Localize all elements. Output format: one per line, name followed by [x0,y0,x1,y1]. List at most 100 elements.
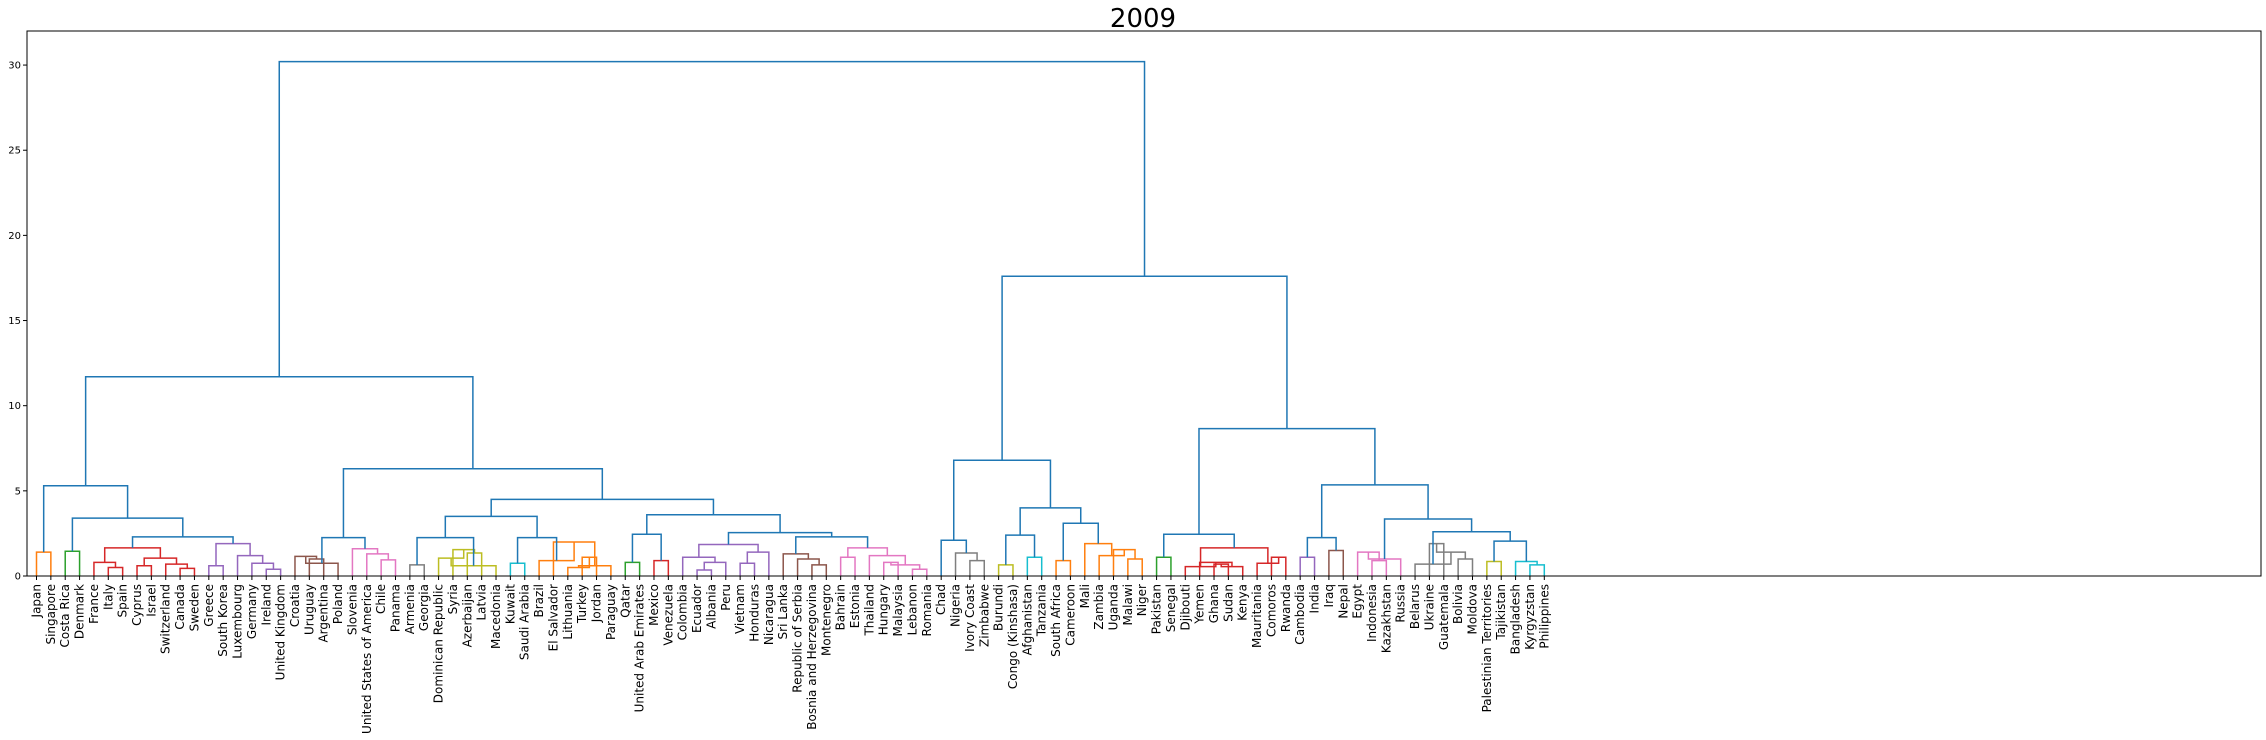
leaf-label: Lebanon [905,584,919,635]
leaf-label: Luxembourg [231,584,245,659]
dendrogram-link [215,542,251,566]
leaf-label: Nigeria [949,584,963,627]
leaf-label: Nicaragua [762,584,776,645]
dendrogram-link [107,566,124,576]
leaf-label: Zambia [1092,584,1106,630]
leaf-label: Vietnam [733,584,747,634]
y-tick-label: 25 [8,146,21,157]
dendrogram-link [1320,484,1429,538]
dendrogram-link [868,554,907,576]
leaf-label: Armenia [403,584,417,634]
dendrogram-link [1529,564,1546,576]
leaf-label: Albania [704,584,718,629]
dendrogram-link [164,563,189,576]
dendrogram-link [911,568,928,576]
dendrogram-link [1155,556,1172,576]
leaf-label: Kuwait [503,584,517,624]
leaf-label: Tajikistan [1494,584,1508,641]
plot-frame [26,30,2262,577]
dendrogram-link [1486,560,1502,576]
leaf-label: Mexico [647,584,661,626]
dendrogram-link [409,564,425,576]
leaf-label: Russia [1394,584,1408,623]
dendrogram-link [93,561,117,576]
dendrogram-link [624,561,641,576]
dendrogram-link [727,531,833,545]
y-tick-label: 5 [15,486,21,497]
leaf-label: Bangladesh [1509,584,1523,654]
leaf-label: Saudi Arabia [518,584,532,660]
dendrogram-link [1493,540,1528,562]
leaf-label: Canada [173,584,187,630]
dendrogram-link [890,562,921,570]
dendrogram-link [437,549,465,576]
x-axis: Japan Singapore Costa Rica Denmark France Ita… [30,576,1551,734]
dendrogram-link [952,459,1052,541]
leaf-label: Israel [144,584,158,617]
dendrogram-link [1026,556,1043,576]
leaf-label: Chile [374,584,388,614]
leaf-label: Denmark [73,584,87,639]
leaf-label: Poland [331,584,345,624]
dendrogram-link [490,498,715,517]
leaf-label: Palestinian Territories [1480,584,1494,712]
dendrogram-link [71,517,184,552]
leaf-label: Japan [30,584,44,618]
leaf-label: Bolivia [1451,584,1465,624]
dendrogram-link [1019,507,1082,536]
dendrogram-link [538,541,575,576]
leaf-label: Thailand [862,584,876,637]
leaf-label: Mali [1078,584,1092,608]
leaf-label: Sweden [187,584,201,631]
dendrogram-link [466,552,483,576]
leaf-label: United Kingdom [274,584,288,680]
dendrogram-link [64,550,81,576]
dendrogram-link [653,559,670,576]
leaf-label: Afghanistan [1020,584,1034,655]
leaf-label: Qatar [618,584,632,618]
leaf-label: Senegal [1164,584,1178,632]
dendrogram-link [416,536,475,566]
leaf-label: Colombia [676,584,690,640]
leaf-label: Republic of Serbia [791,584,805,693]
dendrogram-link [746,551,770,576]
leaf-label: Ivory Coast [963,584,977,652]
dendrogram-link [698,543,759,558]
leaf-label: Ecuador [690,584,704,633]
dendrogram-link [1062,522,1099,561]
dendrogram-link [703,561,727,576]
dendrogram-link [265,568,282,576]
dendrogram-link [696,569,713,576]
leaf-label: Cambodia [1293,584,1307,645]
dendrogram-link [1306,536,1337,558]
leaf-label: Croatia [288,584,302,627]
leaf-label: Burundi [992,584,1006,631]
dendrogram-link [294,555,318,576]
leaf-label: United States of America [360,584,374,734]
dendrogram-link [796,558,820,576]
leaf-label: Nepal [1336,584,1350,619]
leaf-label: El Salvador [546,584,560,651]
dendrogram-link [444,515,538,538]
dendrogram-link [1328,549,1345,576]
leaf-label: Spain [116,584,130,618]
leaf-label: Switzerland [159,584,173,654]
leaf-label: Pakistan [1150,584,1164,634]
leaf-label: Bosnia and Herzegovina [805,584,819,730]
leaf-label: Malaysia [891,584,905,636]
leaf-label: Uganda [1107,584,1121,630]
y-axis: 0 5 10 15 20 25 30 [8,61,27,583]
dendrogram-link [681,556,716,576]
leaf-label: Turkey [575,584,589,624]
leaf-label: Hungary [877,584,891,635]
leaf-label: Philippines [1537,584,1551,649]
y-tick-label: 0 [15,572,21,583]
dendrogram-link [251,562,275,576]
dendrogram-link [1299,556,1316,576]
leaf-label: Romania [920,584,934,636]
dendrogram-link [35,551,52,576]
leaf-label: Kenya [1236,584,1250,621]
leaf-label: Cyprus [130,584,144,626]
dendrogram-link [1213,563,1230,576]
leaf-label: Peru [719,584,733,611]
